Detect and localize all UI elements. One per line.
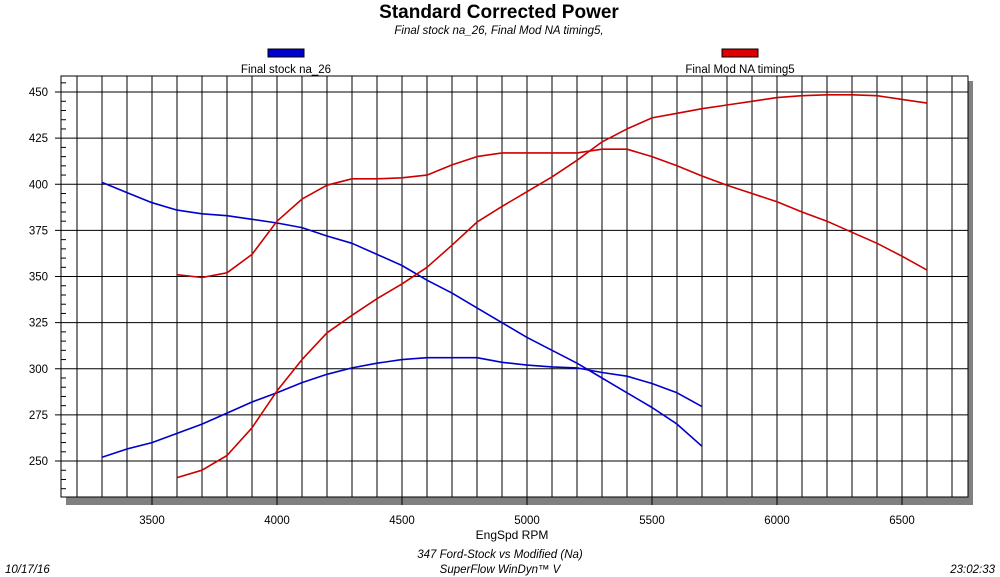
series-line-final-stock-na-26-power (101, 356, 703, 459)
legend-swatch-stock (267, 48, 305, 58)
legend-swatch-mod (721, 48, 759, 58)
y-tick-label: 300 (29, 364, 48, 376)
grid (55, 76, 968, 497)
y-tick-label: 425 (29, 133, 48, 145)
y-axis: 250 275 300 325 350 375 400 425 450 (29, 82, 66, 490)
software-name: SuperFlow WinDyn™ V (440, 564, 562, 576)
x-axis-label: EngSpd RPM (476, 528, 549, 542)
x-axis: 3500 4000 4500 5000 5500 6000 6500 (139, 497, 915, 527)
chart-title: Standard Corrected Power (379, 2, 619, 23)
y-tick-label: 250 (29, 456, 48, 468)
y-tick-label: 325 (29, 318, 48, 330)
plot-area (60, 75, 969, 498)
x-tick-label: 4500 (389, 515, 415, 527)
chart-subtitle: Final stock na_26, Final Mod NA timing5, (394, 25, 603, 37)
y-tick-label: 375 (29, 225, 48, 237)
x-tick-label: 6500 (889, 515, 915, 527)
date: 10/17/16 (5, 564, 50, 576)
y-tick-label: 400 (29, 179, 48, 191)
x-tick-label: 5500 (639, 515, 665, 527)
y-tick-label: 350 (29, 272, 48, 284)
series-line-final-mod-na-timing5-torque (176, 148, 928, 279)
time: 23:02:33 (949, 564, 995, 576)
series-lines (101, 94, 928, 479)
y-tick-label: 275 (29, 410, 48, 422)
series-line-final-stock-na-26-torque (101, 181, 703, 447)
x-tick-label: 6000 (764, 515, 790, 527)
test-name: 347 Ford-Stock vs Modified (Na) (417, 549, 583, 561)
x-tick-label: 3500 (139, 515, 165, 527)
y-tick-label: 450 (29, 87, 48, 99)
series-line-final-mod-na-timing5-power (176, 94, 928, 479)
legend-label-mod: Final Mod NA timing5 (685, 64, 794, 76)
x-tick-label: 4000 (264, 515, 290, 527)
legend-label-stock: Final stock na_26 (241, 64, 331, 76)
x-tick-label: 5000 (514, 515, 540, 527)
